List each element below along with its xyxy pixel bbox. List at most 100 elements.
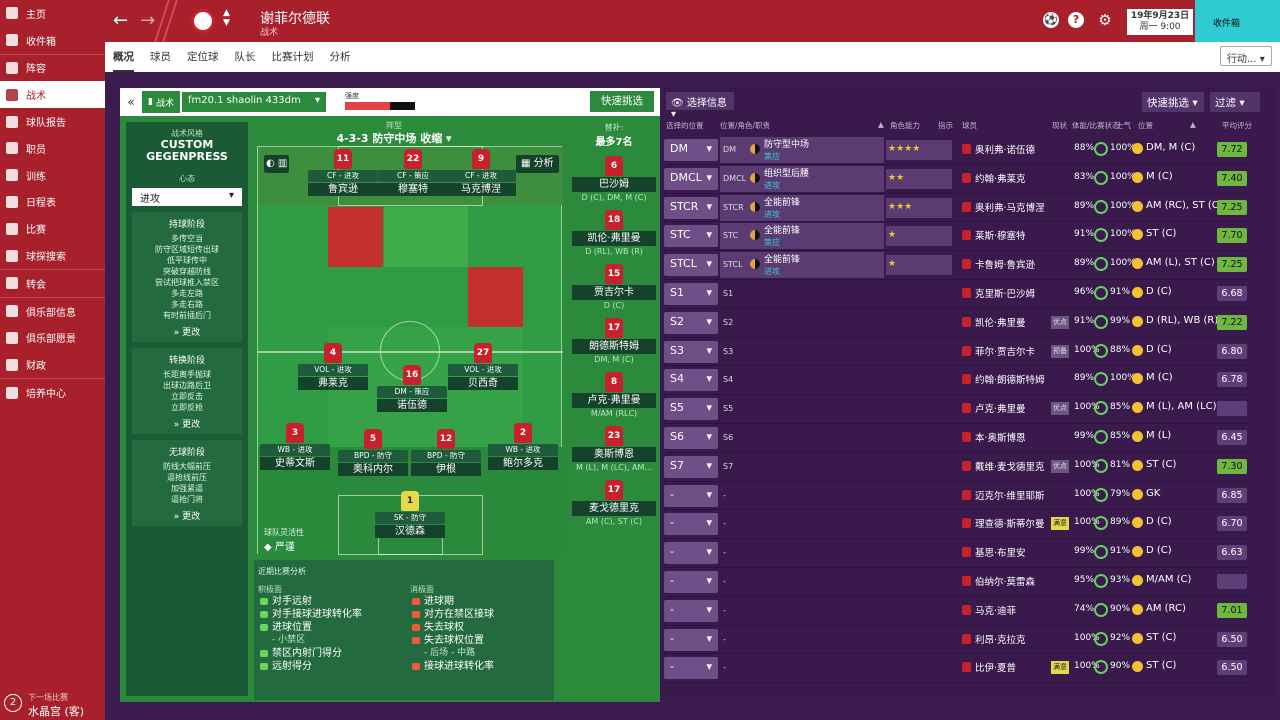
style-line1[interactable]: CUSTOM [160, 138, 214, 151]
substitute[interactable]: 15 贾吉尔卡 D (C) [572, 264, 656, 310]
pitch-player[interactable]: 22 CF - 策应 穆塞特 [378, 149, 448, 196]
pitch-player[interactable]: 5 BPD - 防守 奥科内尔 [338, 429, 408, 476]
position-select[interactable]: STC ▾ [664, 225, 718, 248]
table-row[interactable]: STCR ▾ STCR 全能前锋 进攻 ★★★ 奥利弗·马克博涅 89% 100% AM (RC)… [664, 194, 1252, 223]
analyze-button[interactable]: ▦ 分析 [516, 155, 559, 173]
sidebar-item[interactable]: 职员 [0, 135, 105, 162]
next-match[interactable]: 2 下一场比赛 水晶宫 (客) [0, 688, 105, 720]
position-select[interactable]: S2 ▾ [664, 311, 718, 334]
player-name[interactable]: 卡鲁姆·鲁宾逊 [962, 257, 1035, 271]
sort-up-icon[interactable]: ▲ [1190, 120, 1196, 129]
date-box[interactable]: 19年9月23日 周一 9:00 [1127, 9, 1193, 35]
col-position[interactable]: 位置 [1138, 121, 1153, 130]
pitch-player[interactable]: 4 VOL - 进攻 弗莱克 [298, 343, 368, 390]
player-name[interactable]: 奥科内尔 [338, 463, 408, 476]
position-select[interactable]: - ▾ [664, 542, 718, 565]
table-row[interactable]: DM ▾ DM 防守型中场 策应 ★★★★ 奥利弗·诺伍德 88% 100% DM, M (C) 7… [664, 136, 1252, 165]
sidebar-item[interactable]: 比赛 [0, 215, 105, 242]
player-name[interactable]: 约翰·朗德斯特姆 [962, 372, 1045, 386]
position-select[interactable]: S7 ▾ [664, 455, 718, 478]
position-select[interactable]: S1 ▾ [664, 282, 718, 305]
player-role[interactable]: CF - 进攻 [308, 170, 378, 182]
player-name[interactable]: 利昂·克拉克 [962, 632, 1026, 646]
collapse-icon[interactable]: « [127, 95, 135, 109]
club-crest-icon[interactable] [191, 9, 215, 33]
sidebar-item[interactable]: 球队报告 [0, 108, 105, 135]
player-role[interactable]: BPD - 防守 [411, 450, 481, 462]
col-average-rating[interactable]: 平均评分 [1222, 121, 1252, 130]
view-toggle[interactable]: ◐ ▥ [264, 155, 290, 173]
player-role[interactable]: VOL - 进攻 [448, 364, 518, 376]
player-name[interactable]: 约翰·弗莱克 [962, 171, 1026, 185]
player-name[interactable]: 汉德森 [375, 525, 445, 538]
player-role[interactable]: VOL - 进攻 [298, 364, 368, 376]
pitch-player[interactable]: 12 BPD - 防守 伊根 [411, 429, 481, 476]
substitute[interactable]: 8 卢克·弗里曼 M/AM (RLC) [572, 372, 656, 418]
sidebar-item[interactable]: 培养中心 [0, 379, 105, 406]
sub-name[interactable]: 朗德斯特姆 [572, 339, 656, 354]
table-row[interactable]: S3 ▾ S3 菲尔·贾吉尔卡 预备 100% 88% D (C) 6.80 [664, 338, 1252, 367]
role-cell[interactable]: DMCL 组织型后腰 进攻 [720, 165, 884, 192]
table-row[interactable]: - ▾ - 比伊·夏普 满意 100% 90% ST (C) 6.50 [664, 654, 1252, 684]
position-select[interactable]: S4 ▾ [664, 369, 718, 392]
role-cell[interactable]: STCL 全能前锋 进攻 [720, 252, 884, 279]
in-possession-change[interactable]: » 更改 [173, 328, 201, 338]
substitute[interactable]: 17 麦戈德里克 AM (C), ST (C) [572, 480, 656, 526]
player-name[interactable]: 鲁宾逊 [308, 183, 378, 196]
club-name[interactable]: 谢菲尔德联 [260, 11, 330, 27]
select-info-dropdown[interactable]: 👁 选择信息 ▾ [666, 92, 734, 120]
sidebar-item[interactable]: 收件箱 [0, 27, 105, 54]
player-role[interactable]: CF - 策应 [378, 170, 448, 182]
player-name[interactable]: 伯纳尔·莫雷森 [962, 574, 1035, 588]
tab-players[interactable]: 球员 [150, 50, 171, 63]
analysis-title[interactable]: 近期比赛分析 [258, 567, 306, 576]
transition-change[interactable]: » 更改 [173, 420, 201, 430]
table-row[interactable]: - ▾ - 伯纳尔·莫雷森 95% 93% M/AM (C) [664, 568, 1252, 597]
player-role[interactable]: CF - 进攻 [446, 170, 516, 182]
player-role[interactable]: WB - 进攻 [260, 444, 330, 456]
player-name[interactable]: 基思·布里安 [962, 545, 1026, 559]
gear-icon[interactable]: ⚙ [1098, 11, 1112, 29]
club-switch-icon[interactable]: ▲ ▼ [223, 8, 230, 28]
player-name[interactable]: 奥利弗·马克博涅 [962, 200, 1045, 214]
player-name[interactable]: 伊根 [411, 463, 481, 476]
tab-set-pieces[interactable]: 定位球 [187, 50, 219, 63]
tab-captains[interactable]: 队长 [234, 50, 256, 63]
player-role[interactable]: DM - 策应 [377, 386, 447, 398]
tab-match-plans[interactable]: 比赛计划 [271, 50, 314, 63]
player-name[interactable]: 穆塞特 [378, 183, 448, 196]
quick-pick-dropdown[interactable]: 快速挑选 ▾ [1142, 92, 1204, 112]
pitch-player[interactable]: 2 WB - 进攻 鲍尔多克 [488, 423, 558, 470]
table-row[interactable]: S7 ▾ S7 戴维·麦戈德里克 优点 100% 81% ST (C) 7.30 [664, 453, 1252, 482]
table-row[interactable]: - ▾ - 迈克尔·维里耶斯 100% 79% GK 6.85 [664, 482, 1252, 511]
sub-name[interactable]: 凯伦·弗里曼 [572, 231, 656, 246]
table-row[interactable]: S4 ▾ S4 约翰·朗德斯特姆 89% 100% M (C) 6.78 [664, 366, 1252, 396]
sub-name[interactable]: 奥斯博恩 [572, 447, 656, 462]
player-name[interactable]: 莱斯·穆塞特 [962, 228, 1026, 242]
pitch-player[interactable]: 27 VOL - 进攻 贝西奇 [448, 343, 518, 390]
player-name[interactable]: 凯伦·弗里曼 [962, 315, 1026, 329]
pitch-player[interactable]: 1 SK - 防守 汉德森 [375, 491, 445, 538]
sub-name[interactable]: 巴沙姆 [572, 177, 656, 192]
col-morale[interactable]: 士气 [1116, 121, 1131, 130]
team-flexibility[interactable]: 球队灵活性 ◆ 严谨 [264, 527, 304, 553]
player-name[interactable]: 迈克尔·维里耶斯 [962, 488, 1045, 502]
player-role[interactable]: SK - 防守 [375, 512, 445, 524]
forward-icon[interactable]: → [140, 10, 156, 31]
table-row[interactable]: S2 ▾ S2 凯伦·弗里曼 优点 91% 99% D (RL), WB (R) 7.22 [664, 309, 1252, 338]
position-select[interactable]: - ▾ [664, 570, 718, 593]
style-line2[interactable]: GEGENPRESS [146, 150, 228, 163]
pitch-player[interactable]: 3 WB - 进攻 史蒂文斯 [260, 423, 330, 470]
sidebar-item[interactable]: 财政 [0, 351, 105, 378]
sidebar-item[interactable]: 日程表 [0, 189, 105, 216]
role-cell[interactable]: STC 全能前锋 策应 [720, 223, 884, 250]
sidebar-item[interactable]: 主页 [0, 0, 105, 27]
substitute[interactable]: 18 凯伦·弗里曼 D (RL), WB (R) [572, 210, 656, 256]
sidebar-item[interactable]: 阵容 [0, 55, 105, 82]
player-name[interactable]: 菲尔·贾吉尔卡 [962, 344, 1035, 358]
table-row[interactable]: - ▾ - 马克·迪菲 74% 90% AM (RC) 7.01 [664, 597, 1252, 626]
back-icon[interactable]: ← [113, 10, 129, 31]
player-name[interactable]: 克里斯·巴沙姆 [962, 286, 1035, 300]
table-row[interactable]: - ▾ - 利昂·克拉克 100% 92% ST (C) 6.50 [664, 626, 1252, 655]
table-row[interactable]: STCL ▾ STCL 全能前锋 进攻 ★ 卡鲁姆·鲁宾逊 89% 100% AM (L), ST… [664, 251, 1252, 280]
